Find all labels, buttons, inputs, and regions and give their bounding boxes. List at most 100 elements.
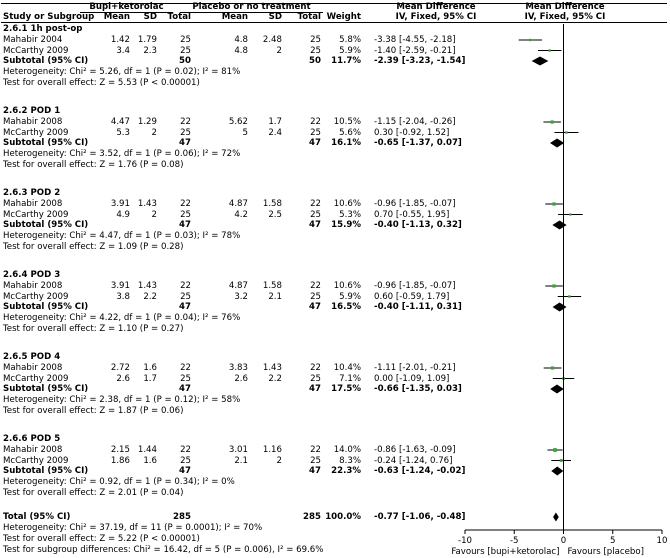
study-ci: -0.96 [-1.85, -0.07] xyxy=(374,199,456,209)
subtotal-weight: 22.3% xyxy=(331,466,361,476)
x-tick-label: 10 xyxy=(657,536,668,546)
subtotal-label: Subtotal (95% CI) xyxy=(3,138,89,148)
study-ctrl-total: 22 xyxy=(310,363,321,373)
x-tick-label: 0 xyxy=(561,536,566,546)
study-exp-mean: 3.4 xyxy=(116,45,130,56)
study-ctrl-mean: 4.87 xyxy=(228,199,248,209)
subgroup-title: 2.6.5 POD 4 xyxy=(3,352,61,362)
study-ctrl-mean: 2.6 xyxy=(234,373,248,384)
subtotal-ctrl-total: 50 xyxy=(309,56,321,66)
study-name: McCarthy 2009 xyxy=(3,291,69,302)
study-name: Mahabir 2008 xyxy=(3,199,63,209)
x-tick-label: -10 xyxy=(458,536,472,546)
favours-left-label: Favours [bupi+ketorolac] xyxy=(451,547,559,557)
study-exp-sd: 2.2 xyxy=(143,291,157,302)
study-point xyxy=(552,284,556,288)
header-md-method: IV, Fixed, 95% CI xyxy=(395,12,477,22)
study-exp-total: 22 xyxy=(180,117,191,127)
study-exp-mean: 3.91 xyxy=(110,199,130,209)
study-ctrl-total: 22 xyxy=(310,199,321,209)
total-ctrl-total: 285 xyxy=(303,512,321,522)
heterogeneity-text: Heterogeneity: Chi² = 4.47, df = 1 (P = … xyxy=(3,231,241,241)
study-exp-sd: 1.43 xyxy=(137,281,157,291)
study-exp-mean: 2.72 xyxy=(110,363,130,373)
study-ctrl-total: 22 xyxy=(310,117,321,127)
heterogeneity-text: Heterogeneity: Chi² = 0.92, df = 1 (P = … xyxy=(3,477,235,487)
study-ctrl-sd: 2.2 xyxy=(268,373,282,384)
study-ci: -0.86 [-1.63, -0.09] xyxy=(374,445,456,455)
subtotal-label: Subtotal (95% CI) xyxy=(3,384,89,394)
study-exp-sd: 1.79 xyxy=(137,35,157,45)
subgroup-differences-text: Test for subgroup differences: Chi² = 16… xyxy=(3,545,324,555)
study-name: McCarthy 2009 xyxy=(3,127,69,138)
subtotal-ci: -0.66 [-1.35, 0.03] xyxy=(374,384,462,394)
header-exp-group: Bupi+ketorolac xyxy=(89,2,164,12)
header-exp-mean: Mean xyxy=(103,12,130,22)
x-tick-label: 5 xyxy=(610,536,615,546)
subtotal-ci: -0.40 [-1.13, 0.32] xyxy=(374,220,462,230)
study-ci: -3.38 [-4.55, -2.18] xyxy=(374,35,456,45)
study-ci: -0.96 [-1.85, -0.07] xyxy=(374,281,456,291)
study-weight: 10.5% xyxy=(333,117,361,127)
subtotal-diamond xyxy=(552,302,567,312)
study-ctrl-total: 22 xyxy=(310,445,321,455)
study-point xyxy=(548,49,551,52)
study-ctrl-mean: 4.8 xyxy=(234,45,248,56)
total-heterogeneity-text: Heterogeneity: Chi² = 37.19, df = 11 (P … xyxy=(3,523,263,533)
subtotal-diamond xyxy=(531,56,549,66)
study-name: Mahabir 2008 xyxy=(3,363,63,373)
study-exp-mean: 3.91 xyxy=(110,281,130,291)
study-ctrl-mean: 4.2 xyxy=(234,209,248,220)
study-exp-mean: 5.3 xyxy=(116,127,130,138)
study-point xyxy=(529,38,532,42)
subtotal-label: Subtotal (95% CI) xyxy=(3,56,89,66)
study-ctrl-total: 25 xyxy=(310,373,321,384)
study-ci: -0.24 [-1.24, 0.76] xyxy=(374,455,453,466)
study-exp-sd: 1.43 xyxy=(137,199,157,209)
study-weight: 10.6% xyxy=(333,199,361,209)
header-weight: Weight xyxy=(326,12,361,22)
study-ctrl-total: 22 xyxy=(310,281,321,291)
subtotal-ci: -0.65 [-1.37, 0.07] xyxy=(374,138,462,148)
study-exp-mean: 2.15 xyxy=(110,445,130,455)
overall-effect-text: Test for overall effect: Z = 2.01 (P = 0… xyxy=(3,488,184,498)
study-exp-sd: 1.44 xyxy=(137,445,157,455)
subtotal-exp-total: 50 xyxy=(179,56,191,66)
study-exp-total: 22 xyxy=(180,445,191,455)
subtotal-ctrl-total: 47 xyxy=(309,220,321,230)
subtotal-exp-total: 47 xyxy=(179,220,191,230)
header-top-rule xyxy=(1,3,667,4)
ctrl-group-underline xyxy=(180,12,323,13)
subtotal-weight: 17.5% xyxy=(331,384,361,394)
study-exp-total: 25 xyxy=(180,45,191,56)
subgroup-title: 2.6.2 POD 1 xyxy=(3,106,61,116)
subtotal-ctrl-total: 47 xyxy=(309,384,321,394)
study-ci: -1.15 [-2.04, -0.26] xyxy=(374,117,456,127)
study-ctrl-sd: 2 xyxy=(276,45,282,56)
study-ctrl-sd: 1.16 xyxy=(262,445,282,455)
study-ctrl-mean: 3.01 xyxy=(228,445,248,455)
study-ctrl-sd: 2.48 xyxy=(262,35,282,45)
overall-effect-text: Test for overall effect: Z = 1.10 (P = 0… xyxy=(3,324,184,334)
study-exp-mean: 2.6 xyxy=(116,373,130,384)
study-exp-mean: 4.47 xyxy=(110,117,130,127)
subgroup-title: 2.6.1 1h post-op xyxy=(3,24,83,34)
study-name: Mahabir 2008 xyxy=(3,445,63,455)
study-point xyxy=(550,120,554,124)
total-ci: -0.77 [-1.06, -0.48] xyxy=(374,512,466,522)
study-exp-sd: 1.29 xyxy=(137,117,157,127)
header-plot-title: Mean Difference xyxy=(525,2,605,12)
study-exp-total: 22 xyxy=(180,199,191,209)
study-weight: 10.6% xyxy=(333,281,361,291)
study-ctrl-sd: 2.1 xyxy=(268,291,282,302)
subtotal-ctrl-total: 47 xyxy=(309,138,321,148)
study-ctrl-sd: 1.7 xyxy=(268,117,282,127)
header-exp-total: Total xyxy=(167,12,191,22)
subtotal-label: Subtotal (95% CI) xyxy=(3,466,89,476)
header-plot-method: IV, Fixed, 95% CI xyxy=(524,12,606,22)
header-md-title: Mean Difference xyxy=(396,2,476,12)
study-exp-mean: 4.9 xyxy=(116,209,130,220)
study-ci: 0.70 [-0.55, 1.95] xyxy=(374,209,450,220)
study-exp-total: 25 xyxy=(180,291,191,302)
